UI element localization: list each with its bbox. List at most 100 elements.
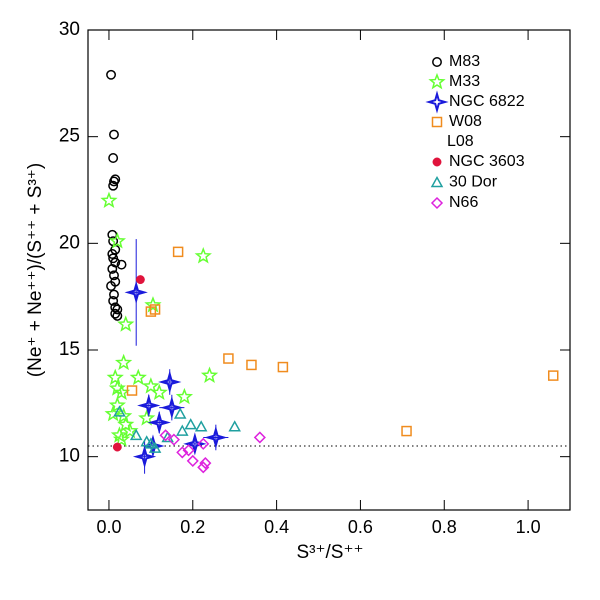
marker — [173, 407, 187, 419]
y-tick-label: 10 — [59, 446, 80, 467]
marker — [277, 361, 289, 373]
marker — [135, 275, 145, 285]
legend-marker — [428, 72, 446, 90]
marker — [106, 281, 117, 291]
legend-marker — [425, 90, 449, 114]
marker — [114, 353, 133, 371]
marker — [228, 420, 241, 432]
marker — [104, 404, 122, 422]
marker — [124, 280, 148, 305]
marker — [253, 431, 266, 444]
marker — [176, 424, 189, 436]
marker — [109, 289, 119, 300]
marker — [116, 259, 127, 270]
marker — [158, 370, 182, 394]
marker — [150, 383, 168, 401]
marker — [194, 247, 212, 264]
legend-label: M33 — [449, 73, 480, 90]
marker — [112, 430, 131, 447]
legend-label: NGC 3603 — [449, 153, 525, 170]
marker — [148, 441, 162, 453]
marker — [204, 425, 228, 450]
marker — [108, 295, 119, 306]
y-axis-label: (Ne⁺ + Ne⁺⁺)/(S⁺⁺ + S³⁺) — [25, 163, 46, 377]
x-tick-label: 0.4 — [264, 517, 289, 537]
marker — [108, 153, 119, 163]
legend-label: 30 Dor — [449, 174, 498, 191]
marker — [160, 395, 184, 420]
marker — [199, 457, 212, 470]
marker — [172, 246, 184, 258]
marker — [107, 263, 118, 274]
marker — [200, 366, 219, 383]
marker — [110, 174, 121, 185]
marker — [112, 383, 131, 401]
x-axis-label: S³⁺/S⁺⁺ — [296, 542, 363, 563]
marker — [194, 420, 208, 432]
marker — [106, 368, 124, 386]
marker — [547, 370, 559, 381]
legend-marker — [432, 57, 442, 67]
legend-label: W08 — [449, 113, 482, 130]
marker — [107, 249, 118, 259]
marker — [186, 454, 199, 467]
marker — [100, 191, 118, 209]
y-tick-label: 20 — [59, 232, 80, 253]
legend-label: N66 — [449, 194, 478, 211]
legend-group-label: L08 — [447, 133, 474, 150]
marker — [114, 407, 133, 424]
marker — [121, 421, 139, 439]
marker — [109, 129, 119, 140]
marker — [184, 418, 197, 430]
marker — [108, 232, 126, 249]
marker — [110, 426, 129, 443]
marker — [182, 444, 195, 457]
marker — [144, 437, 158, 449]
x-tick-label: 0.0 — [96, 517, 121, 537]
x-tick-label: 0.2 — [180, 517, 205, 537]
marker — [112, 310, 123, 321]
marker — [106, 69, 117, 80]
marker — [159, 429, 172, 442]
x-tick-label: 0.6 — [348, 517, 373, 537]
x-tick-label: 0.8 — [432, 517, 457, 537]
marker — [197, 461, 210, 474]
x-tick-label: 1.0 — [516, 517, 541, 537]
plot-frame — [87, 29, 571, 511]
marker — [147, 410, 171, 435]
marker — [197, 437, 210, 450]
marker — [142, 377, 160, 394]
marker — [144, 296, 162, 313]
marker — [129, 368, 147, 386]
marker — [129, 428, 143, 441]
y-tick-label: 25 — [59, 126, 80, 147]
marker — [167, 433, 180, 446]
marker — [176, 446, 189, 459]
marker — [117, 415, 135, 433]
marker — [110, 308, 121, 319]
y-tick-label: 30 — [59, 19, 80, 40]
marker — [108, 396, 126, 413]
marker — [117, 315, 135, 332]
marker — [161, 430, 174, 443]
marker — [138, 409, 156, 426]
marker — [223, 353, 234, 364]
marker — [145, 306, 157, 317]
marker — [175, 387, 194, 405]
marker — [108, 180, 119, 191]
legend-marker — [430, 196, 444, 210]
marker — [401, 425, 412, 437]
legend-label: NGC 6822 — [449, 93, 525, 110]
marker — [126, 385, 138, 396]
marker — [132, 445, 157, 469]
marker — [137, 393, 161, 418]
legend-marker — [430, 175, 444, 188]
legend-label: M83 — [449, 53, 480, 70]
marker — [113, 405, 126, 417]
legend-marker — [431, 116, 443, 128]
marker — [246, 359, 257, 371]
marker — [109, 176, 119, 187]
marker — [112, 442, 122, 452]
marker — [109, 270, 119, 281]
